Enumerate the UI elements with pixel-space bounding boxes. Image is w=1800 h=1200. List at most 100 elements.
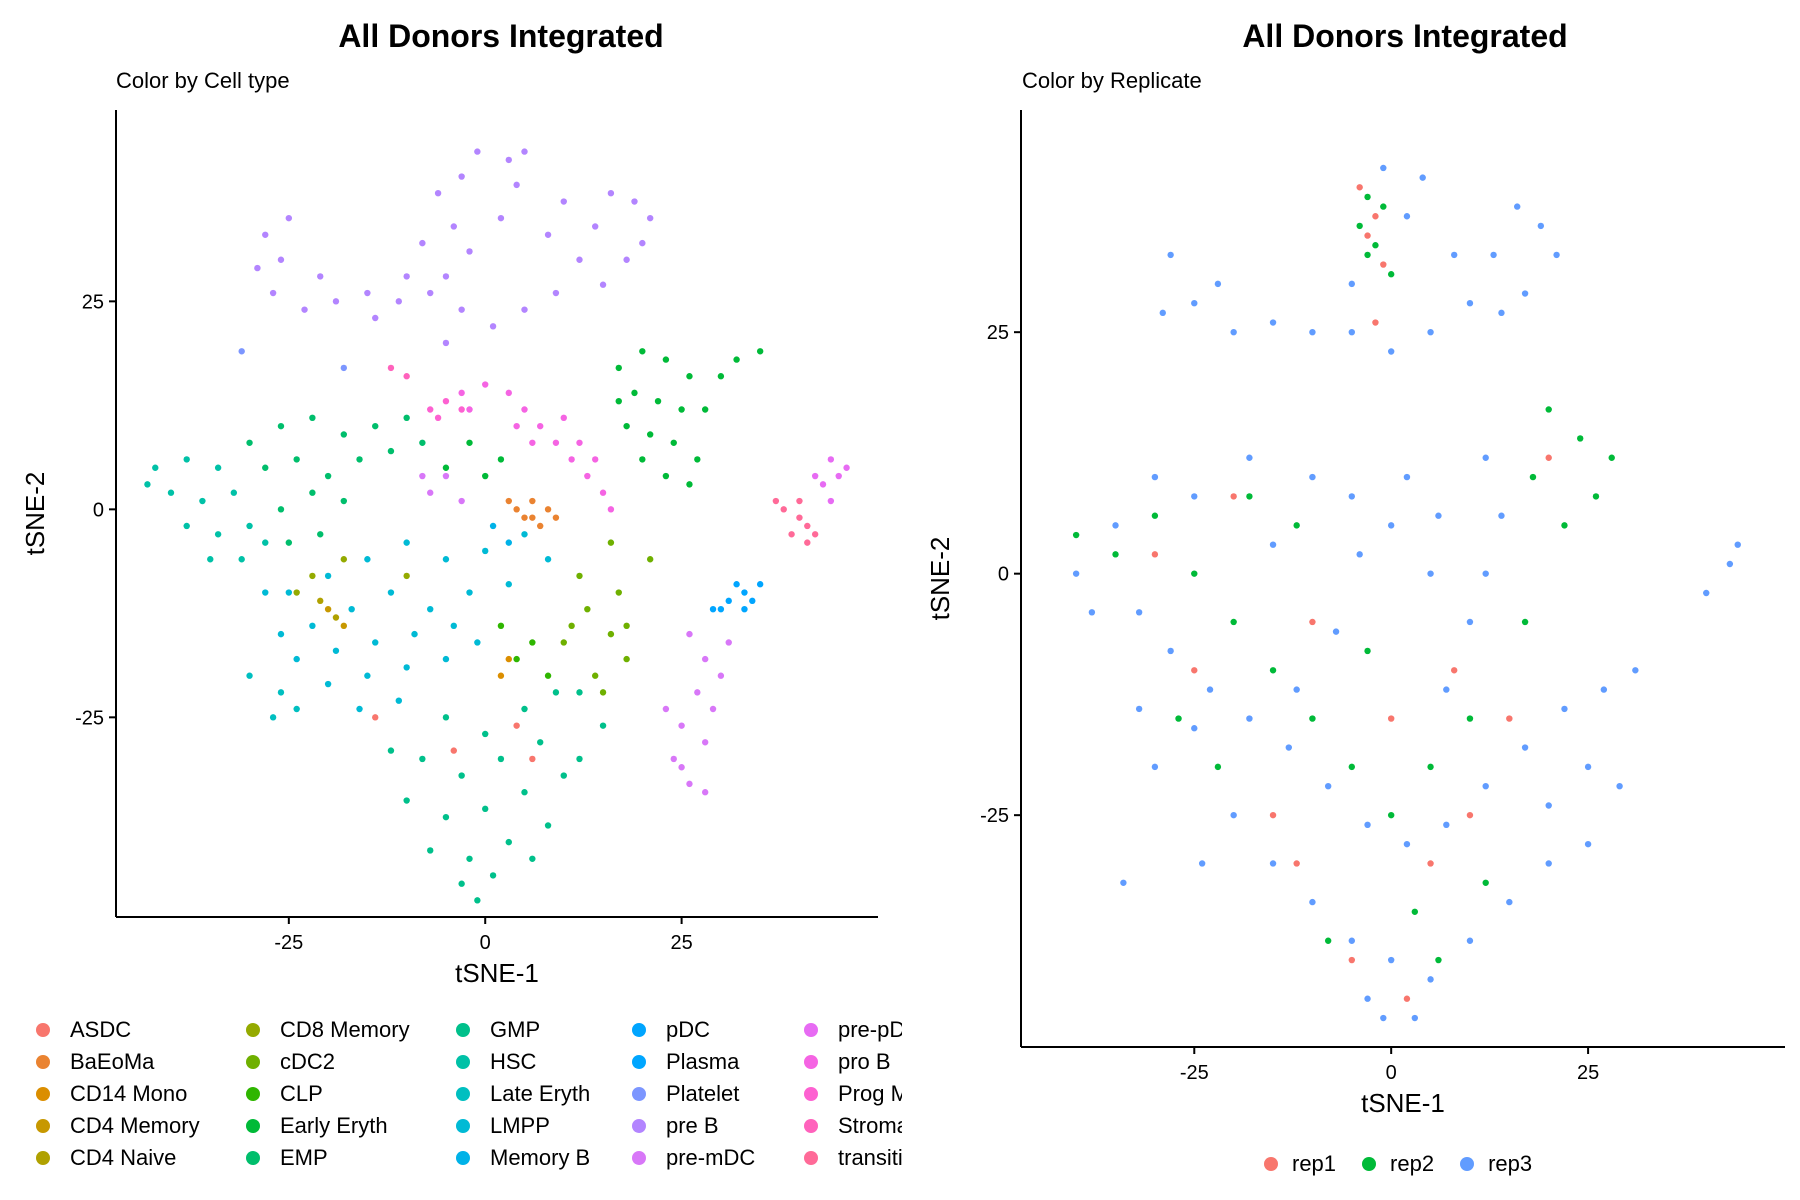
point [387,747,395,754]
point [427,489,434,496]
series [1072,164,1741,1022]
legend-label: HSC [490,1049,537,1074]
point [497,622,505,630]
point [521,789,528,796]
legend-swatch [632,1151,646,1165]
point [1214,280,1222,288]
point [434,189,442,197]
points [1072,164,1741,1022]
legend-replicate: rep1 rep2 rep3 [1260,1148,1554,1180]
point [513,506,520,513]
point [1269,319,1277,326]
point [489,872,497,879]
point [544,672,552,679]
legend-label: Platelet [666,1081,740,1106]
point [1427,328,1434,336]
point [678,406,685,413]
point [544,822,552,829]
point [489,323,497,330]
point [560,198,567,205]
series [1072,193,1615,964]
point [1135,609,1143,616]
point [1616,782,1623,790]
point [1403,840,1411,848]
point [340,556,348,563]
point [246,672,253,679]
point [631,198,638,205]
legend-swatch [804,1055,818,1069]
point [513,181,520,189]
series [458,381,615,513]
legend-swatch [632,1119,646,1133]
point [1443,821,1450,829]
point [796,497,803,505]
point [505,581,512,588]
legend-swatch [456,1055,470,1069]
point [1364,232,1371,239]
point [607,539,615,546]
series [262,531,552,713]
legend-item: Stromal [800,1110,902,1142]
point [1309,618,1316,626]
point [560,639,567,646]
point [1198,860,1206,867]
point [513,722,520,729]
point [756,348,764,355]
point [262,539,269,546]
point [584,472,591,480]
point [576,755,583,763]
point [1112,551,1119,558]
x-tick-label: -25 [1180,1062,1209,1084]
point [1191,667,1198,674]
series [560,539,654,696]
legend-label: CD8 Memory [280,1017,410,1042]
point [1364,995,1371,1002]
legend-item: cDC2 [242,1046,410,1078]
point [317,597,324,605]
point [505,156,512,164]
point [207,556,214,563]
y-tick-label: -25 [75,707,104,729]
point [144,481,151,488]
y-tick-label: 25 [82,291,104,313]
point [1151,473,1159,481]
point [1348,328,1356,336]
legend-column: ASDC BaEoMa CD14 Mono CD4 Memory CD4 Naive [32,1014,200,1174]
point [324,472,332,480]
point [458,497,465,505]
point [1514,203,1521,210]
point [1348,937,1356,944]
point [694,689,701,696]
point [1466,811,1474,819]
legend-item: Platelet [628,1078,755,1110]
point [1427,570,1434,577]
point [1482,570,1489,577]
point [623,622,630,630]
point [1632,667,1639,674]
series [709,581,764,613]
point [1230,618,1237,626]
point [709,705,717,713]
legend-swatch [36,1087,50,1101]
legend-cell-type: ASDC BaEoMa CD14 Mono CD4 Memory CD4 Naive CD… [32,1014,902,1184]
point [1364,647,1371,655]
series [324,605,348,630]
series [772,497,819,546]
point [1427,763,1434,771]
point [804,522,811,530]
point [419,755,426,763]
point [1411,908,1419,915]
point [1324,782,1332,790]
point [1348,493,1356,500]
point [1584,840,1592,848]
point [694,456,701,463]
x-tick-label: 25 [670,932,692,954]
point [1167,251,1174,259]
point [356,456,363,463]
point [1498,309,1505,317]
series [293,556,410,596]
point [332,647,340,654]
point [442,472,450,480]
point [1387,715,1395,722]
point [529,439,536,446]
